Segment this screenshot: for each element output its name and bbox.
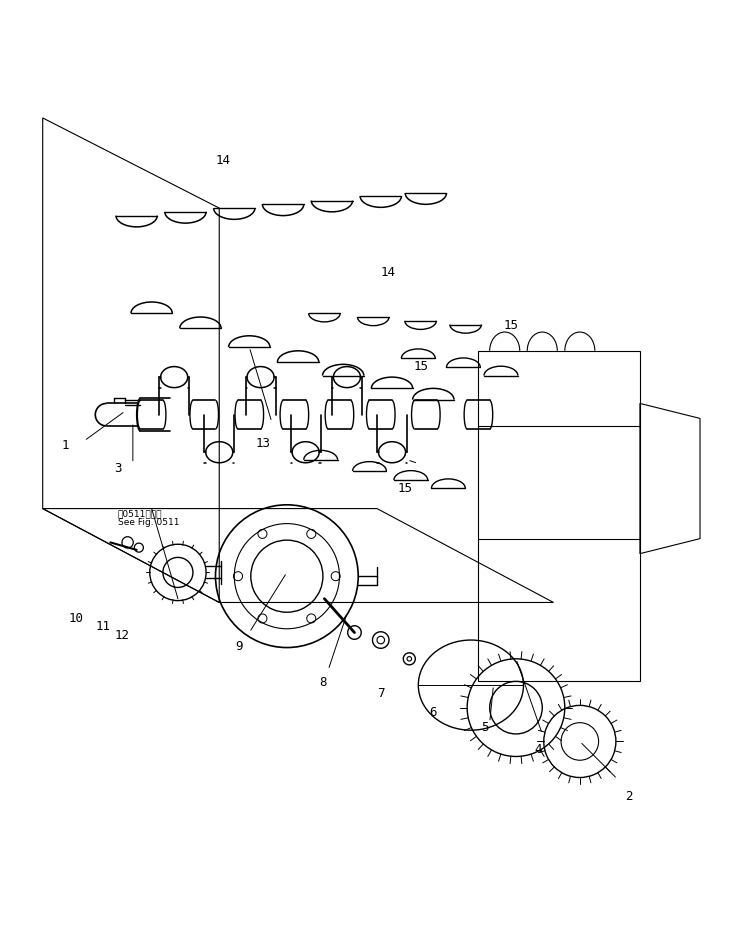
Text: 15: 15 <box>397 482 412 495</box>
Text: 15: 15 <box>413 360 428 373</box>
Text: 10: 10 <box>69 612 84 625</box>
Text: 15: 15 <box>503 318 518 331</box>
Text: 4: 4 <box>535 742 542 755</box>
Text: 11: 11 <box>95 619 110 632</box>
Text: 9: 9 <box>235 639 243 652</box>
Text: 14: 14 <box>381 266 396 279</box>
Text: 12: 12 <box>114 628 129 641</box>
Text: 2: 2 <box>625 789 633 802</box>
Text: 13: 13 <box>256 436 271 449</box>
Text: 1: 1 <box>62 439 69 452</box>
Text: 8: 8 <box>319 676 326 689</box>
Text: 5: 5 <box>481 720 489 733</box>
Text: 7: 7 <box>377 687 385 700</box>
Text: 14: 14 <box>216 154 231 166</box>
Text: See Fig. 0511: See Fig. 0511 <box>118 517 179 526</box>
Text: 6: 6 <box>430 705 437 718</box>
Text: 3: 3 <box>114 461 121 474</box>
Text: 図0511図参照: 図0511図参照 <box>118 509 162 517</box>
